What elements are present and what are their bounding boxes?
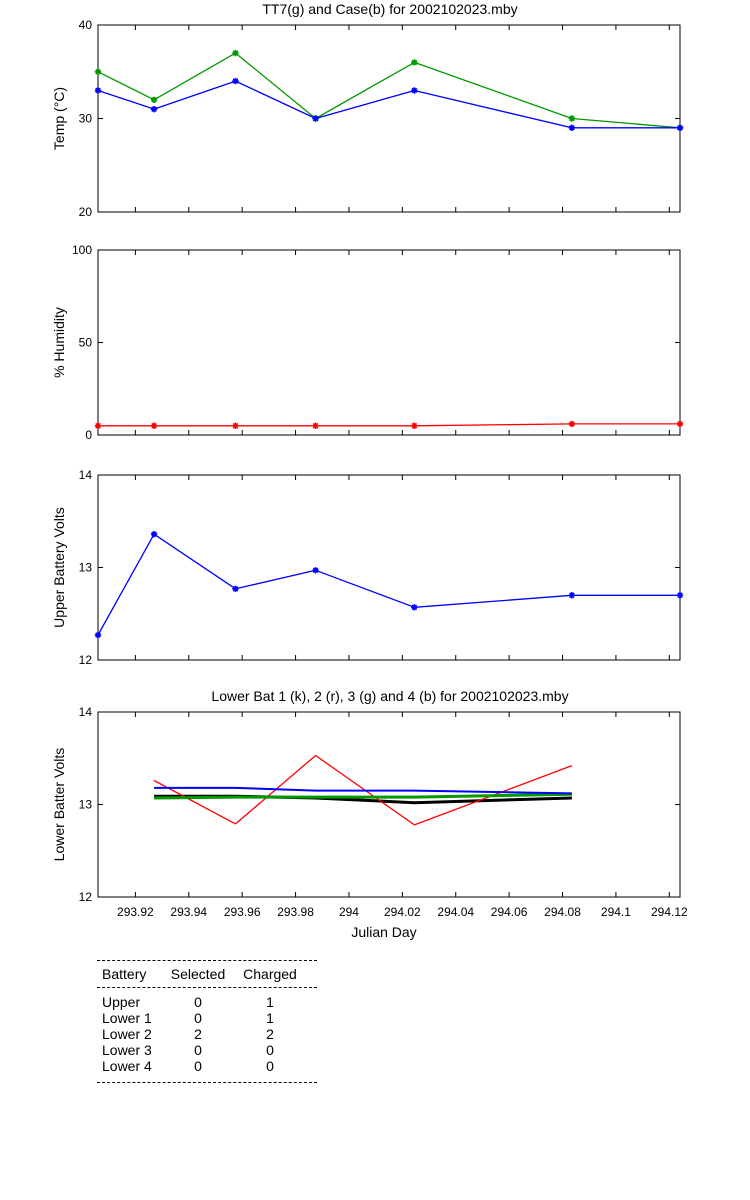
x-tick-label: 294.02: [384, 905, 421, 919]
series-line-blue: [154, 786, 572, 795]
table-top-divider: [97, 960, 317, 961]
x-tick-label: 294: [339, 905, 359, 919]
y-tick-label: 14: [79, 468, 93, 482]
plot-frame: [97, 249, 681, 436]
data-point: [312, 115, 319, 122]
plot-frame: [97, 24, 681, 213]
y-tick-label: 0: [85, 428, 92, 442]
chart-title: Lower Bat 1 (k), 2 (r), 3 (g) and 4 (b) …: [211, 688, 568, 704]
data-point: [150, 422, 158, 429]
charts-canvas: 20 30 40 TT7(g) and Case(b) for 2002102023.…: [51, 1, 688, 940]
header-battery: Battery: [102, 966, 147, 982]
x-tick-label: 293.96: [224, 905, 261, 919]
cell-selected: 0: [194, 1042, 202, 1058]
cell-battery: Lower 3: [102, 1042, 152, 1058]
data-point: [94, 68, 102, 75]
data-point: [411, 59, 418, 66]
x-tick-label: 294.08: [544, 905, 581, 919]
data-point: [150, 105, 158, 113]
cell-charged: 1: [266, 994, 274, 1010]
table-row: Lower 1 0 1: [97, 1010, 317, 1026]
data-point: [568, 420, 576, 428]
cell-battery: Lower 1: [102, 1010, 152, 1026]
series-line-green: [154, 792, 572, 800]
cell-battery: Lower 4: [102, 1058, 152, 1074]
cell-selected: 0: [194, 994, 202, 1010]
y-axis-label: Upper Battery Volts: [51, 507, 67, 628]
y-tick-label: 14: [79, 705, 93, 719]
cell-charged: 1: [266, 1010, 274, 1026]
data-point: [676, 124, 684, 132]
data-point: [568, 592, 576, 599]
cell-charged: 0: [266, 1058, 274, 1074]
cell-battery: Upper: [102, 994, 141, 1010]
table-row: Lower 3 0 0: [97, 1042, 317, 1058]
data-point: [150, 531, 158, 538]
data-point: [568, 115, 576, 122]
table-row: Upper 0 1: [97, 994, 317, 1010]
y-tick-label: 50: [79, 336, 93, 350]
y-tick-label: 13: [79, 798, 93, 812]
data-point: [232, 49, 239, 57]
x-axis-label: Julian Day: [351, 924, 416, 940]
data-point: [94, 631, 102, 639]
data-point: [232, 77, 239, 85]
data-point: [94, 422, 102, 429]
x-tick-label: 293.92: [117, 905, 154, 919]
y-tick-label: 13: [79, 561, 93, 575]
data-point: [411, 87, 418, 94]
cell-selected: 0: [194, 1058, 202, 1074]
cell-selected: 0: [194, 1010, 202, 1026]
x-tick-label: 294.12: [651, 905, 688, 919]
data-point: [232, 422, 239, 429]
y-tick-label: 12: [79, 890, 93, 904]
data-point: [411, 422, 418, 429]
chart-title: TT7(g) and Case(b) for 2002102023.mby: [262, 1, 517, 17]
data-point: [232, 585, 239, 592]
header-selected: Selected: [170, 966, 226, 982]
data-point: [94, 87, 102, 94]
x-tick-label: 294.1: [601, 905, 631, 919]
chart-temp: 20 30 40 TT7(g) and Case(b) for 2002102023.…: [51, 1, 684, 219]
data-point: [568, 124, 576, 132]
x-tick-label: 293.94: [170, 905, 207, 919]
x-tick-label: 294.04: [437, 905, 474, 919]
cell-charged: 2: [266, 1026, 274, 1042]
table-row: Lower 4 0 0: [97, 1058, 317, 1074]
y-axis-label: % Humidity: [51, 307, 67, 378]
table-header-row: Battery Selected Charged: [97, 963, 317, 985]
cell-selected: 2: [194, 1026, 202, 1042]
plot-frame: [97, 474, 681, 661]
series-line-blue: [97, 533, 680, 636]
chart-upper-volts: 12 13 14 Upper Battery Volts: [51, 468, 684, 667]
y-tick-label: 100: [72, 243, 92, 257]
data-point: [312, 422, 319, 429]
y-tick-label: 20: [79, 205, 93, 219]
header-charged: Charged: [243, 966, 297, 982]
y-axis-label: Temp (°C): [51, 87, 67, 150]
chart-humidity: 0 50 100 % Humidity: [51, 243, 684, 442]
y-tick-label: 30: [79, 112, 93, 126]
x-tick-label: 294.06: [491, 905, 528, 919]
cell-charged: 0: [266, 1042, 274, 1058]
series-line-red: [98, 423, 680, 427]
data-point: [676, 420, 684, 428]
series-line-green: [97, 52, 681, 129]
battery-status-table: Battery Selected Charged Upper 0 1 Lower…: [97, 960, 317, 1083]
y-axis-label: Lower Batter Volts: [51, 748, 67, 862]
cell-battery: Lower 2: [102, 1026, 152, 1042]
data-point: [150, 96, 158, 103]
table-header-divider: [97, 987, 317, 988]
series-line-red: [153, 754, 573, 826]
y-tick-label: 12: [79, 653, 93, 667]
x-tick-label: 293.98: [277, 905, 314, 919]
table-row: Lower 2 2 2: [97, 1026, 317, 1042]
table-bottom-divider: [97, 1082, 317, 1083]
chart-lower-volts: 12 13 14 293.92 293.94 293.96 293.98 294 294.02 2…: [51, 688, 688, 940]
data-point: [676, 592, 684, 599]
plot-frame: [97, 711, 681, 898]
data-point: [411, 604, 418, 611]
y-tick-label: 40: [79, 18, 93, 32]
data-point: [312, 567, 319, 574]
